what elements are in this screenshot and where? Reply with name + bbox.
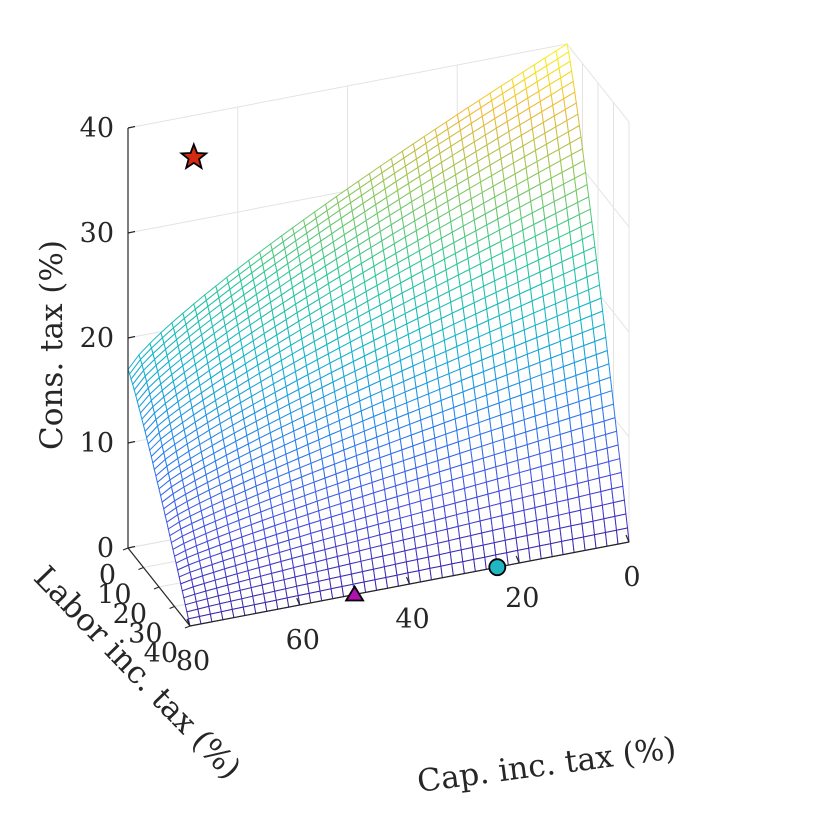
z-tick-label: 20 bbox=[80, 323, 114, 354]
star-marker bbox=[179, 141, 209, 170]
circle-marker bbox=[488, 558, 507, 577]
x-tick-mark bbox=[186, 618, 191, 627]
z-tick-label: 30 bbox=[80, 218, 114, 249]
y-tick-mark bbox=[122, 547, 129, 551]
z-tick-mark bbox=[127, 230, 136, 234]
x-tick-mark bbox=[625, 534, 630, 543]
z-tick-label: 10 bbox=[80, 428, 114, 459]
y-tick-mark bbox=[169, 605, 175, 610]
x-tick-mark bbox=[405, 576, 411, 585]
z-axis-label: Cons. tax (%) bbox=[34, 240, 70, 450]
x-tick-label: 20 bbox=[505, 583, 539, 614]
y-tick-mark bbox=[184, 625, 191, 629]
z-tick-label: 0 bbox=[97, 533, 114, 564]
x-tick-label: 60 bbox=[286, 625, 320, 656]
y-tick-label: 30 bbox=[128, 619, 162, 650]
x-tick-label: 40 bbox=[395, 604, 429, 635]
x-axis-label: Cap. inc. tax (%) bbox=[415, 730, 678, 800]
marker-layer bbox=[179, 141, 507, 602]
surface-mesh bbox=[127, 43, 630, 627]
x-tick-mark bbox=[515, 555, 520, 564]
x-tick-mark bbox=[296, 597, 301, 606]
surface-cell bbox=[592, 518, 607, 536]
surface-cell bbox=[570, 522, 585, 540]
z-tick-label: 40 bbox=[80, 113, 114, 144]
y-tick-label: 0 bbox=[99, 560, 116, 591]
y-tick-mark bbox=[138, 566, 144, 571]
y-tick-label: 20 bbox=[113, 599, 147, 630]
z-tick-mark bbox=[127, 440, 136, 444]
surface-cell bbox=[593, 531, 608, 549]
triangle-marker bbox=[344, 584, 365, 602]
y-tick-label: 10 bbox=[97, 580, 131, 611]
x-tick-label: 80 bbox=[176, 646, 210, 677]
z-tick-mark bbox=[127, 125, 136, 129]
surface-cell bbox=[604, 529, 619, 547]
surface-cell bbox=[615, 527, 630, 545]
z-tick-mark bbox=[127, 335, 136, 339]
y-tick-label: 40 bbox=[144, 638, 178, 669]
surface-cell bbox=[614, 513, 629, 531]
z-tick-mark bbox=[127, 545, 136, 549]
y-tick-mark bbox=[153, 586, 160, 590]
x-tick-label: 0 bbox=[623, 562, 640, 593]
